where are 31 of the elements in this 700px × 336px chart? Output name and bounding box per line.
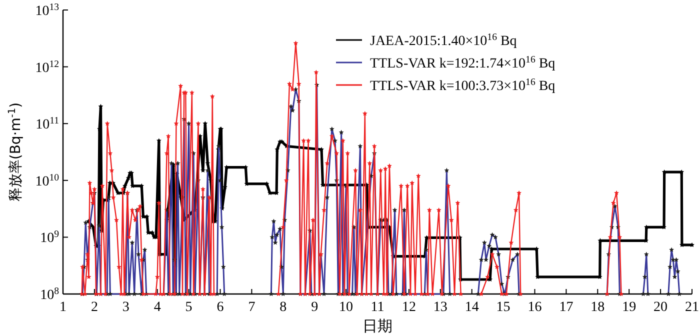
y-tick-label: 10$^{8}$ (40, 286, 60, 303)
x-tick-label: 21 (685, 300, 699, 315)
x-tick-label: 15 (496, 300, 510, 315)
y-tick-label: 10$^{9}$ (40, 228, 60, 246)
x-tick-label: 9 (311, 300, 318, 315)
x-tick-label: 16 (528, 300, 542, 315)
x-tick-label: 20 (654, 300, 668, 315)
x-tick-label: 17 (559, 300, 574, 315)
x-tick-label: 12 (402, 300, 416, 315)
x-tick-label: 18 (590, 300, 605, 315)
legend-label: TTLS-VAR k=100:3.73×10$^{16}$ Bq (370, 76, 556, 94)
x-tick-label: 1 (60, 300, 66, 315)
x-tick-label: 2 (90, 300, 98, 315)
x-tick-label: 14 (464, 300, 479, 315)
y-tick-label: 10$^{12}$ (35, 58, 60, 76)
x-tick-label: 6 (216, 300, 224, 315)
legend-label: TTLS-VAR k=192:1.74×10$^{16}$ Bq (370, 54, 556, 72)
x-tick-label: 19 (622, 300, 636, 315)
x-tick-label: 11 (370, 300, 384, 315)
x-tick-label: 3 (122, 300, 130, 315)
x-tick-label: 7 (248, 300, 256, 315)
y-tick-label: 10$^{11}$ (36, 115, 60, 133)
x-tick-label: 13 (433, 300, 448, 315)
x-tick-label: 8 (280, 300, 287, 315)
y-tick-label: 10$^{13}$ (35, 2, 60, 19)
x-tick-label: 5 (185, 300, 192, 315)
y-tick-label: 10$^{10}$ (35, 172, 60, 190)
legend-label: JAEA-2015:1.40×10$^{16}$ Bq (370, 32, 517, 49)
x-axis-title: 日期 (362, 317, 392, 335)
x-tick-label: 10 (339, 300, 354, 315)
x-tick-label: 4 (154, 300, 161, 315)
